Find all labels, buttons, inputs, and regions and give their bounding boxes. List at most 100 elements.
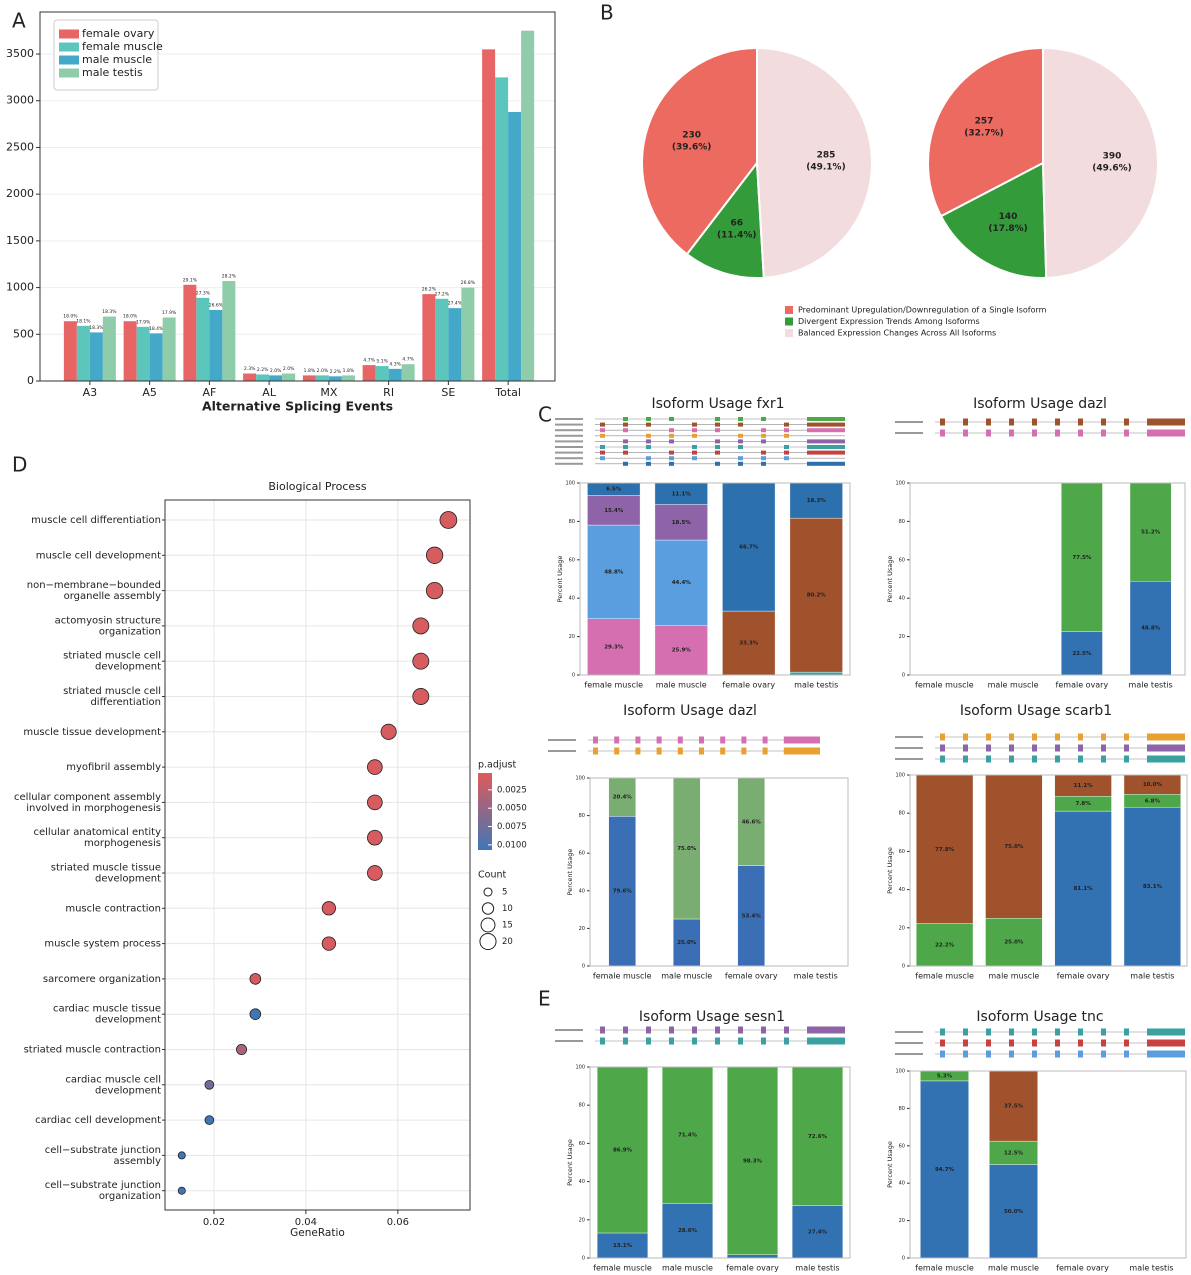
- x-axis-label: Alternative Splicing Events: [202, 399, 393, 414]
- x-tick-label: female ovary: [1056, 1264, 1109, 1273]
- exon: [1124, 1039, 1129, 1047]
- segment-label: 28.6%: [678, 1228, 698, 1234]
- chart-title: Isoform Usage dazl: [623, 703, 757, 719]
- y-tick-label: 80: [579, 1103, 585, 1109]
- chart-title: Isoform Usage tnc: [976, 1009, 1103, 1025]
- x-tick-label: male testis: [795, 1264, 839, 1273]
- exon: [646, 1037, 651, 1045]
- exon: [715, 445, 720, 449]
- exon: [963, 1028, 968, 1036]
- segment-label: 86.9%: [613, 1147, 633, 1153]
- exon: [1147, 429, 1185, 437]
- exon: [656, 736, 662, 744]
- exon: [784, 445, 789, 449]
- exon: [807, 1026, 845, 1034]
- segment-label: 11.1%: [672, 491, 692, 497]
- y-tick-label: 100: [575, 776, 585, 782]
- exon: [738, 456, 743, 461]
- label-line: involved in morphogenesis: [26, 803, 161, 814]
- y-tick-label: myofibril assembly: [66, 762, 161, 773]
- y-tick-label: 2500: [6, 140, 34, 153]
- y-tick-label: sarcomere organization: [43, 974, 161, 985]
- exon: [1078, 1028, 1083, 1036]
- stacked-segment: [989, 1070, 1038, 1142]
- stacked-segment: [722, 482, 776, 612]
- exon: [600, 450, 605, 455]
- exon: [761, 1026, 766, 1034]
- pie-slice: [927, 46, 1044, 218]
- y-tick-label: 80: [579, 813, 585, 819]
- exon: [963, 744, 968, 752]
- exon: [963, 1039, 968, 1047]
- exon: [600, 433, 605, 438]
- segment-label: 75.0%: [677, 846, 697, 852]
- legend-label: Predominant Upregulation/Downregulation …: [798, 306, 1047, 315]
- y-tick-label: 40: [899, 1181, 905, 1187]
- exon: [986, 733, 991, 741]
- exon: [677, 747, 683, 755]
- exon: [1032, 755, 1037, 763]
- segment-label: 15.4%: [604, 508, 624, 514]
- segment-label: 18.3%: [807, 498, 827, 504]
- bar-percent-label: 2.0%: [317, 368, 329, 374]
- chart-title: Isoform Usage fxr1: [651, 396, 784, 412]
- exon: [738, 445, 743, 449]
- exon: [1032, 733, 1037, 741]
- exon: [784, 428, 789, 433]
- exon: [1147, 1028, 1185, 1036]
- exon: [1032, 1039, 1037, 1047]
- y-tick-label: 40: [579, 888, 585, 894]
- dot: [367, 865, 383, 881]
- exon: [1032, 744, 1037, 752]
- exon: [623, 445, 628, 449]
- y-tick-label: muscle cell differentiation: [31, 515, 161, 526]
- bar: [282, 373, 296, 381]
- bar-percent-label: 2.0%: [283, 366, 295, 372]
- size-legend-dot: [481, 902, 495, 915]
- bar: [461, 287, 475, 381]
- label-line: sarcomere organization: [43, 974, 161, 985]
- stacked-segment: [985, 774, 1043, 919]
- stacked-segment: [737, 865, 765, 967]
- exon: [635, 736, 641, 744]
- plot-frame: [164, 499, 471, 1211]
- stacked-segment: [587, 495, 641, 526]
- segment-label: 66.7%: [739, 545, 759, 551]
- exon: [1009, 1050, 1014, 1058]
- x-tick-label: male muscle: [656, 681, 707, 690]
- bar: [302, 375, 316, 381]
- x-tick-label: female muscle: [584, 681, 643, 690]
- exon: [669, 456, 674, 461]
- label-line: striated muscle cell: [63, 686, 161, 697]
- x-tick-label: male muscle: [988, 1264, 1039, 1273]
- exon: [784, 1037, 789, 1045]
- segment-label: 7.8%: [1075, 801, 1091, 807]
- label-line: muscle cell differentiation: [31, 515, 161, 526]
- slice-percent: (11.4%): [717, 230, 756, 240]
- bar: [209, 310, 223, 381]
- segment-label: 79.6%: [613, 889, 633, 895]
- exon: [807, 422, 845, 427]
- exon: [986, 755, 991, 763]
- exon: [1124, 733, 1129, 741]
- transcript-id: [555, 451, 583, 454]
- dot: [204, 1079, 215, 1090]
- bar-percent-label: 2.3%: [244, 366, 256, 372]
- bar-percent-label: 2.0%: [270, 368, 282, 374]
- exon: [738, 439, 743, 444]
- exon: [1101, 733, 1106, 741]
- y-tick-label: 100: [565, 481, 575, 487]
- segment-label: 83.1%: [1143, 884, 1163, 890]
- exon: [807, 450, 845, 455]
- y-tick-label: 0: [902, 673, 905, 679]
- y-tick-label: 80: [899, 811, 905, 817]
- exon: [784, 433, 789, 438]
- stacked-segment: [608, 816, 636, 967]
- exon: [986, 1039, 991, 1047]
- bar: [315, 375, 329, 381]
- pie-slice: [1042, 46, 1159, 279]
- transcript-id: [555, 462, 583, 465]
- exon: [614, 747, 620, 755]
- exon: [807, 439, 845, 444]
